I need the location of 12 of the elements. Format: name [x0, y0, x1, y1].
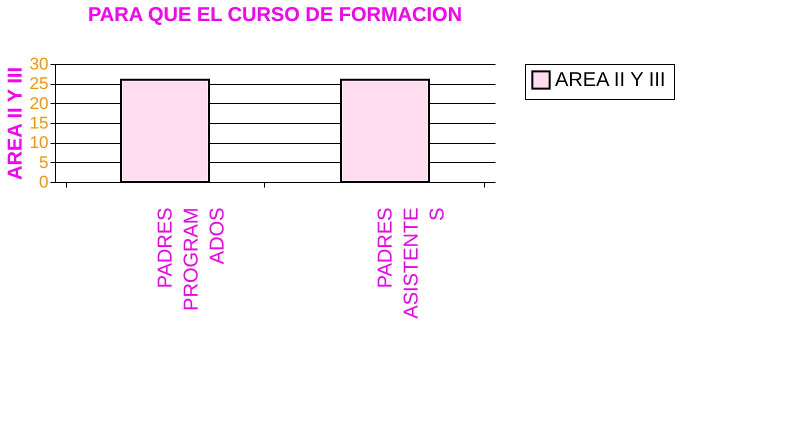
y-tick-label: 15 [30, 114, 48, 132]
y-tick-label: 30 [30, 54, 48, 74]
y-tick-label: 20 [30, 94, 48, 113]
y-tick-label: 10 [30, 133, 48, 152]
legend-label: AREA II Y III [555, 69, 666, 91]
y-tick-label: 25 [30, 74, 48, 94]
x-tick-label: PADRES PROGRAM ADOS [154, 208, 228, 311]
y-axis-title: AREA II Y III [4, 67, 27, 180]
y-tick-label: 0 [39, 172, 48, 192]
y-tick-label: 5 [39, 152, 48, 172]
x-tick-label: PADRES ASISTENTE S [374, 208, 448, 319]
chart-title: PARA QUE EL CURSO DE FORMACION [88, 4, 462, 26]
